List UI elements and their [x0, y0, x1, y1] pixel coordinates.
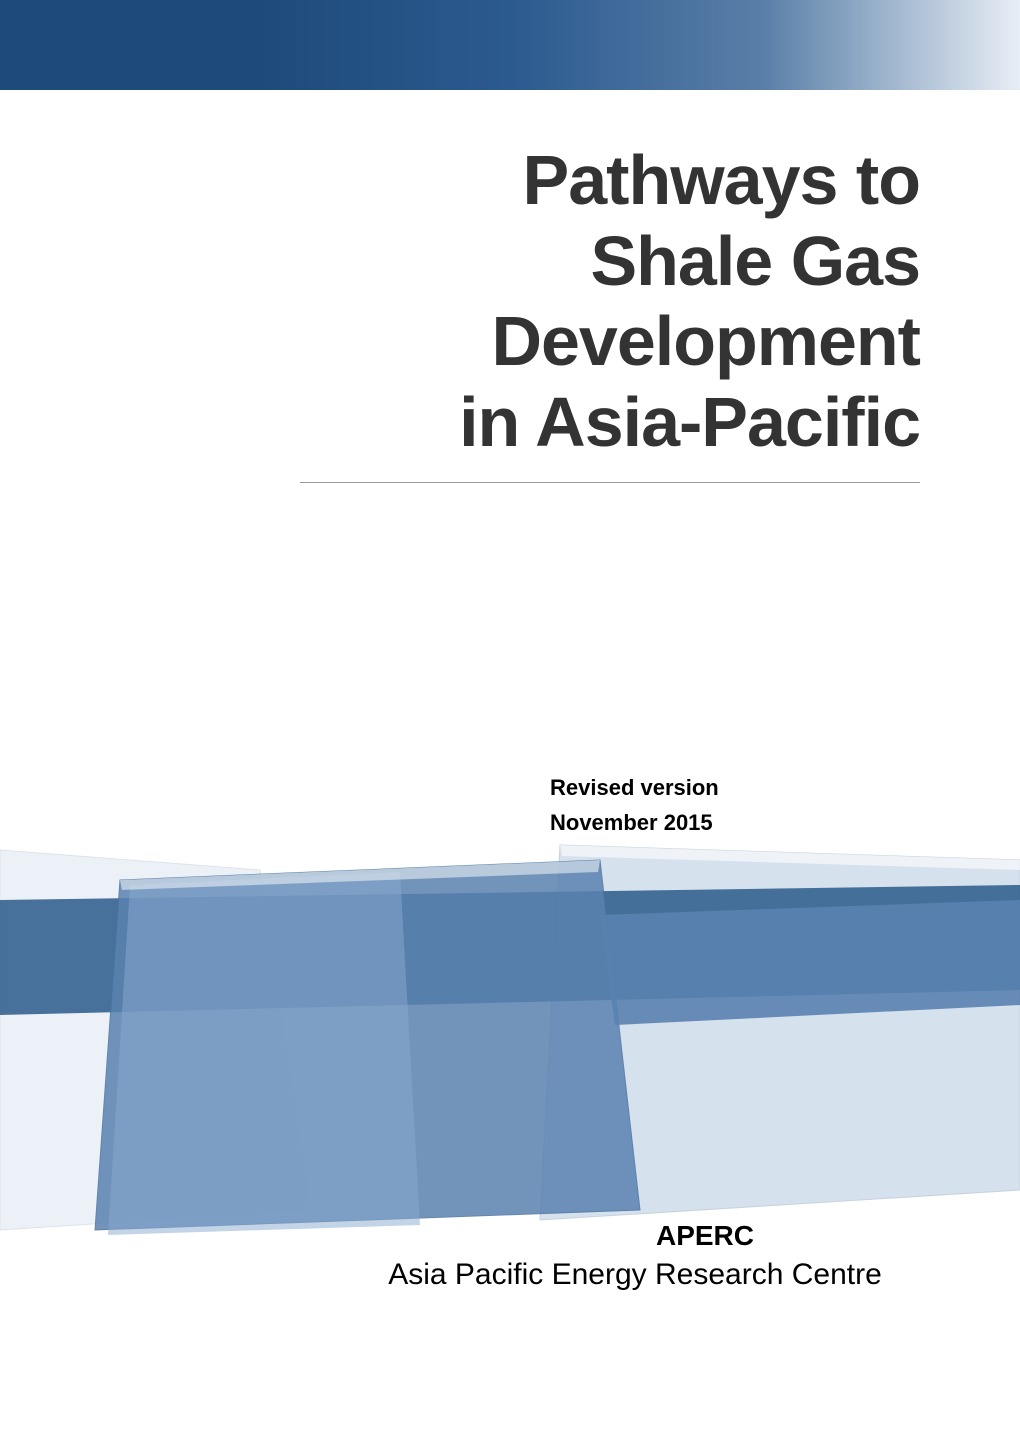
title-line-3: Development [300, 301, 920, 382]
title-line-4: in Asia-Pacific [300, 382, 920, 463]
title-line-2: Shale Gas [300, 221, 920, 302]
panel-back-right [540, 845, 1020, 1220]
panel-front-overlay-left [108, 872, 420, 1235]
revision-info: Revised version November 2015 [550, 770, 719, 840]
panel-top-edge-1 [120, 860, 600, 890]
panel-top-edge-2 [560, 845, 1020, 870]
organization-block: APERC Asia Pacific Energy Research Centr… [350, 1220, 920, 1292]
title-line-1: Pathways to [300, 140, 920, 221]
org-full-name: Asia Pacific Energy Research Centre [350, 1258, 920, 1292]
panel-right-slab [600, 900, 1020, 1025]
panel-dark-band [0, 885, 1020, 1015]
revision-label: Revised version [550, 770, 719, 805]
cover-graphic [0, 830, 1020, 1250]
document-title: Pathways to Shale Gas Development in Asi… [300, 140, 920, 483]
revision-date: November 2015 [550, 805, 719, 840]
header-gradient-bar [0, 0, 1020, 90]
panel-back-left [0, 850, 310, 1230]
panel-front-main [95, 860, 640, 1230]
org-acronym: APERC [490, 1220, 920, 1252]
